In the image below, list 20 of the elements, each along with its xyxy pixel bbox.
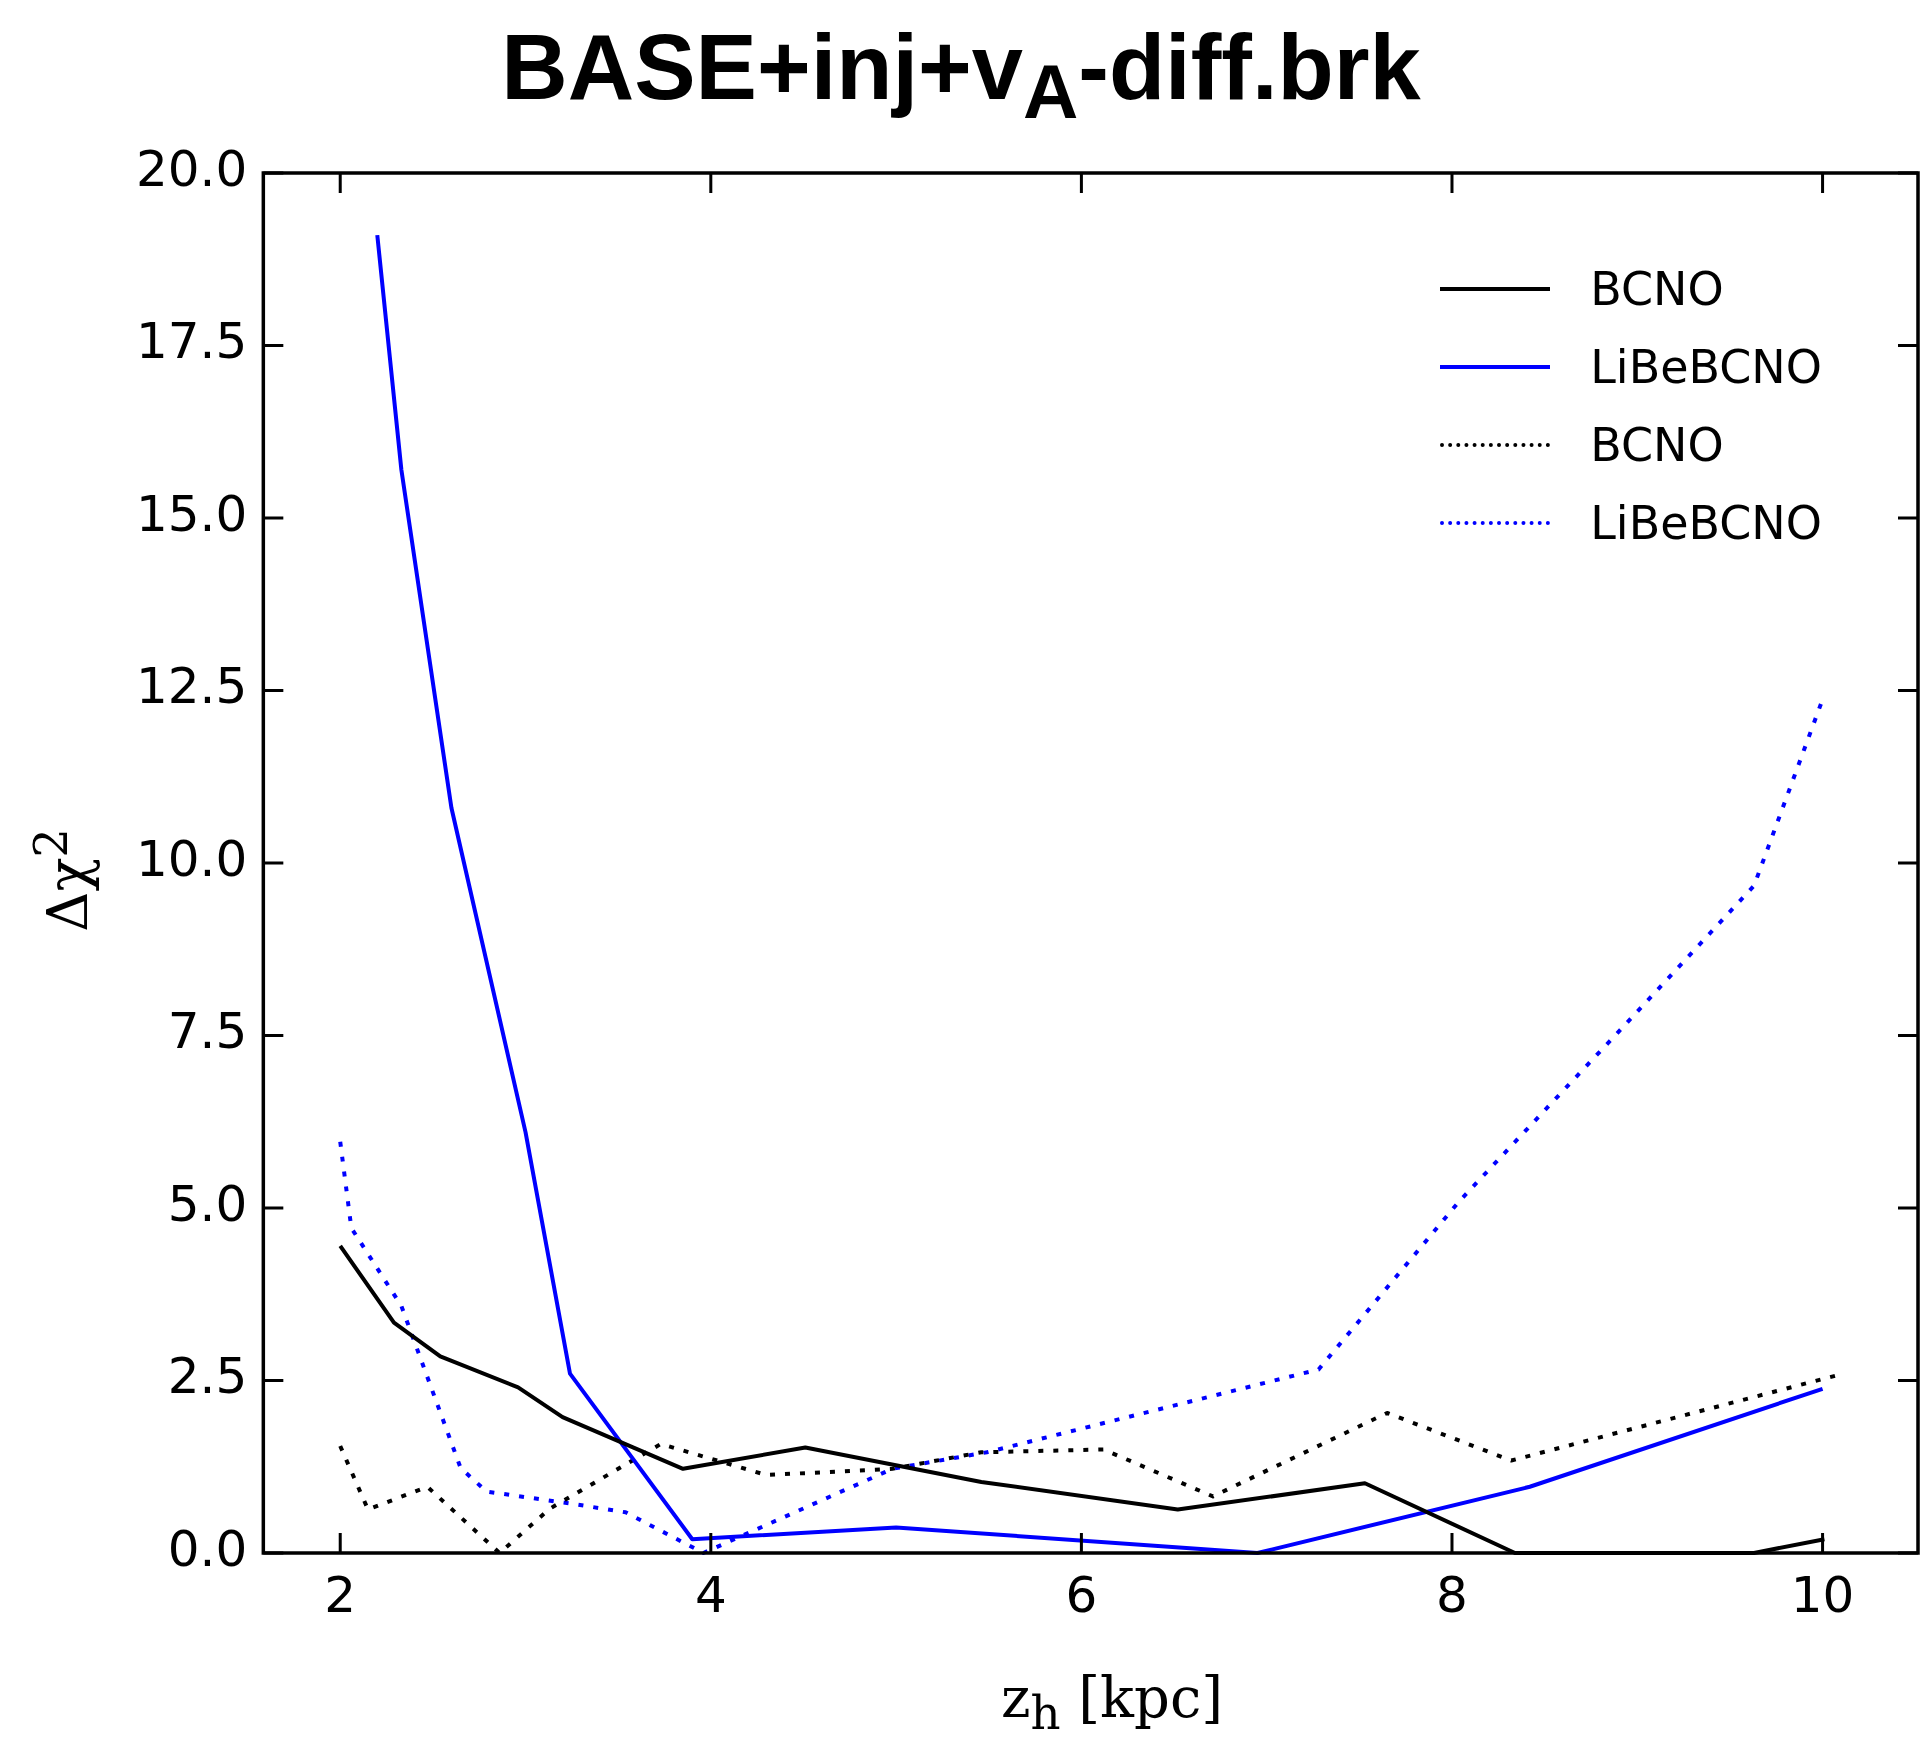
- legend-label: BCNO: [1590, 262, 1724, 316]
- legend-label: LiBeBCNO: [1590, 496, 1822, 550]
- x-axis-title: z$_{h}$ [kpc]: [999, 1665, 1225, 1741]
- y-tick-label: 10.0: [136, 829, 248, 888]
- x-tick-label: 6: [1065, 1565, 1098, 1624]
- legend-label: LiBeBCNO: [1590, 340, 1822, 394]
- y-tick-label: 12.5: [136, 657, 248, 716]
- y-tick-label: 2.5: [167, 1347, 248, 1406]
- y-tick-label: 20.0: [136, 139, 248, 198]
- y-tick-label: 17.5: [136, 312, 248, 371]
- x-tick-label: 8: [1436, 1565, 1468, 1624]
- x-tick-label: 2: [324, 1565, 357, 1624]
- y-tick-label: 15.0: [136, 484, 248, 543]
- x-tick-label: 4: [694, 1565, 727, 1624]
- x-tick-label: 10: [1790, 1565, 1855, 1624]
- chart-title: BASE+inj+v$_{A}$-diff.brk: [500, 15, 1422, 137]
- y-tick-label: 0.0: [167, 1519, 248, 1578]
- y-tick-label: 7.5: [167, 1002, 248, 1061]
- y-tick-label: 5.0: [167, 1174, 248, 1233]
- legend-label: BCNO: [1590, 418, 1724, 472]
